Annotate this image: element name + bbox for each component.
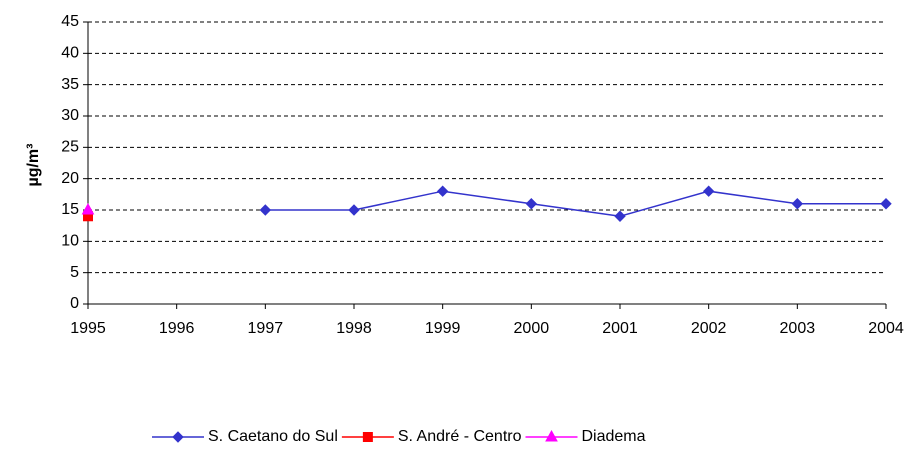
y-tick-label: 30 xyxy=(61,107,79,124)
x-tick-label: 2004 xyxy=(868,320,904,337)
x-tick-label: 2001 xyxy=(602,320,638,337)
point xyxy=(525,198,538,210)
y-tick-label: 45 xyxy=(61,13,79,30)
legend: S. Caetano do Sul S. André - Centro Diadem… xyxy=(152,428,646,445)
y-tick-label: 25 xyxy=(61,139,79,156)
y-tick-label: 5 xyxy=(70,264,79,281)
x-tick-label: 1996 xyxy=(159,320,195,337)
point xyxy=(880,198,892,210)
x-tick-label: 2003 xyxy=(780,320,816,337)
series-line xyxy=(265,190,886,218)
point xyxy=(362,432,373,442)
y-tick-label: 40 xyxy=(61,45,79,62)
point xyxy=(791,198,804,210)
y-tick-label: 0 xyxy=(70,295,79,312)
x-tick-label: 1998 xyxy=(336,320,372,337)
point xyxy=(259,204,272,216)
x-tick-label: 1995 xyxy=(70,320,106,337)
y-tick-label: 15 xyxy=(61,201,79,218)
point xyxy=(436,185,449,197)
point xyxy=(172,431,184,443)
legend-label: S. André - Centro xyxy=(398,428,522,445)
x-tick-label: 1997 xyxy=(248,320,284,337)
point xyxy=(545,429,558,442)
point xyxy=(702,185,715,197)
point xyxy=(81,202,95,215)
point xyxy=(614,210,626,222)
point xyxy=(348,204,360,216)
y-tick-label: 20 xyxy=(61,170,79,187)
x-tick-label: 2002 xyxy=(691,320,727,337)
x-tick-label: 1999 xyxy=(425,320,461,337)
y-tick-label: 10 xyxy=(61,233,79,250)
y-axis-label: µg/m³ xyxy=(25,144,42,187)
x-tick-label: 2000 xyxy=(514,320,550,337)
legend-label: S. Caetano do Sul xyxy=(208,428,338,445)
y-tick-label: 35 xyxy=(61,76,79,93)
legend-label: Diadema xyxy=(582,428,646,445)
